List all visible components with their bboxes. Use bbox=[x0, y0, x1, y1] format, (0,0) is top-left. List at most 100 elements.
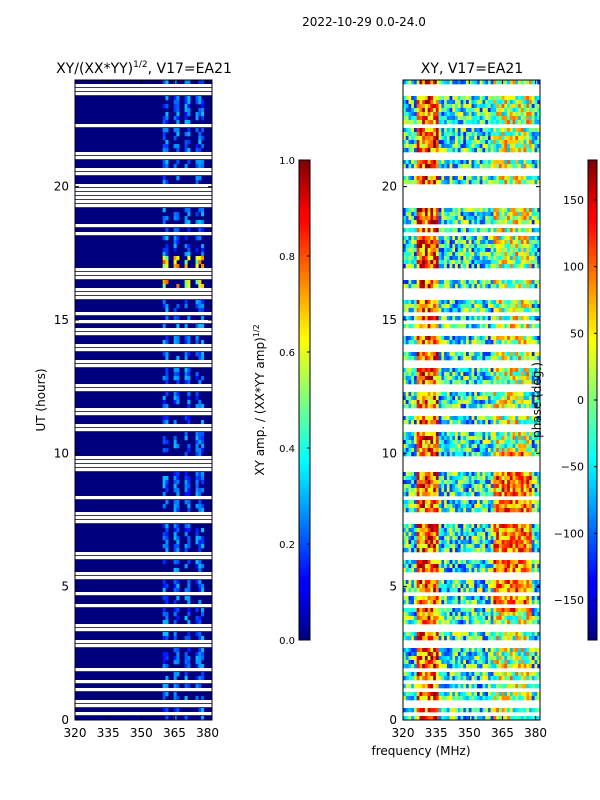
heatmap-cell bbox=[466, 508, 470, 513]
heatmap-cell bbox=[444, 432, 448, 437]
heatmap-cell bbox=[474, 436, 478, 441]
heatmap-cell bbox=[509, 568, 513, 573]
heatmap-cell bbox=[457, 568, 461, 573]
heatmap-cell bbox=[457, 484, 461, 489]
heatmap-cell bbox=[435, 96, 439, 101]
heatmap-cell bbox=[515, 220, 519, 225]
heatmap-cell bbox=[476, 376, 481, 381]
heatmap-cell bbox=[403, 260, 407, 265]
heatmap-cell bbox=[408, 244, 412, 249]
heatmap-cell bbox=[198, 176, 202, 181]
heatmap-cell bbox=[507, 544, 511, 549]
heatmap-cell bbox=[466, 300, 470, 305]
heatmap-cell bbox=[441, 480, 445, 485]
heatmap-cell bbox=[427, 144, 431, 149]
heatmap-cell bbox=[444, 440, 448, 445]
heatmap-cell bbox=[184, 380, 188, 385]
heatmap-cell bbox=[165, 128, 169, 133]
heatmap-cell bbox=[435, 432, 439, 437]
heatmap-cell bbox=[498, 112, 502, 117]
heatmap-cell bbox=[523, 540, 527, 545]
heatmap-cell bbox=[518, 256, 522, 261]
heatmap-cell bbox=[509, 208, 513, 213]
heatmap-cell bbox=[496, 324, 500, 329]
heatmap-cell bbox=[433, 216, 437, 221]
heatmap-cell bbox=[537, 532, 541, 537]
heatmap-cell bbox=[523, 488, 527, 493]
heatmap-cell bbox=[435, 104, 439, 109]
heatmap-cell bbox=[430, 264, 434, 269]
heatmap-cell bbox=[416, 620, 420, 625]
heatmap-cell bbox=[512, 588, 516, 593]
heatmap-cell bbox=[515, 472, 519, 477]
heatmap-cell bbox=[195, 148, 199, 153]
heatmap-cell bbox=[411, 596, 415, 601]
heatmap-cell bbox=[485, 240, 489, 245]
heatmap-cell bbox=[460, 416, 464, 421]
heatmap-cell bbox=[449, 404, 453, 409]
heatmap-cell bbox=[520, 248, 524, 253]
heatmap-cell bbox=[455, 380, 459, 385]
heatmap-cell bbox=[520, 616, 524, 621]
heatmap-cell bbox=[518, 420, 522, 425]
heatmap-cell bbox=[438, 336, 442, 341]
heatmap-cell bbox=[520, 236, 524, 241]
heatmap-cell bbox=[504, 400, 508, 405]
heatmap-cell bbox=[466, 480, 470, 485]
heatmap-cell bbox=[463, 580, 467, 585]
colorbar-tick-label: 0.0 bbox=[279, 636, 295, 647]
heatmap-cell bbox=[198, 236, 202, 241]
heatmap-cell bbox=[529, 120, 533, 125]
heatmap-cell bbox=[455, 244, 459, 249]
heatmap-cell bbox=[176, 160, 180, 165]
heatmap-cell bbox=[515, 216, 519, 221]
heatmap-cell bbox=[201, 528, 205, 533]
heatmap-cell bbox=[515, 300, 519, 305]
heatmap-cell bbox=[441, 504, 445, 509]
heatmap-cell bbox=[531, 544, 535, 549]
heatmap-cell bbox=[485, 536, 489, 541]
heatmap-cell bbox=[537, 256, 541, 261]
heatmap-cell bbox=[523, 160, 527, 165]
heatmap-cell bbox=[537, 216, 541, 221]
heatmap-cell bbox=[422, 132, 426, 137]
heatmap-cell bbox=[457, 444, 461, 449]
heatmap-cell bbox=[413, 108, 417, 113]
heatmap-cell bbox=[498, 176, 502, 181]
heatmap-cell bbox=[479, 580, 483, 585]
heatmap-cell bbox=[512, 612, 516, 617]
heatmap-cell bbox=[504, 524, 508, 529]
heatmap-cell bbox=[512, 132, 516, 137]
heatmap-cell bbox=[466, 236, 470, 241]
heatmap-cell bbox=[176, 472, 180, 477]
heatmap-cell bbox=[496, 448, 500, 453]
heatmap-cell bbox=[534, 480, 538, 485]
heatmap-cell bbox=[493, 492, 497, 497]
heatmap-cell bbox=[444, 316, 448, 321]
heatmap-cell bbox=[452, 368, 456, 373]
heatmap-cell bbox=[195, 260, 199, 265]
heatmap-cell bbox=[184, 436, 188, 441]
heatmap-cell bbox=[504, 176, 508, 181]
heatmap-cell bbox=[452, 144, 456, 149]
heatmap-cell bbox=[479, 396, 483, 401]
heatmap-cell bbox=[198, 540, 202, 545]
heatmap-cell bbox=[438, 420, 442, 425]
heatmap-cell bbox=[520, 148, 524, 153]
heatmap-cell bbox=[482, 548, 486, 553]
heatmap-cell bbox=[515, 588, 519, 593]
heatmap-cell bbox=[176, 568, 180, 573]
heatmap-cell bbox=[520, 544, 524, 549]
heatmap-cell bbox=[518, 448, 522, 453]
heatmap-cell bbox=[444, 236, 448, 241]
heatmap-cell bbox=[411, 452, 415, 457]
heatmap-cell bbox=[452, 236, 456, 241]
heatmap-cell bbox=[493, 316, 497, 321]
heatmap-cell bbox=[531, 116, 535, 121]
heatmap-cell bbox=[413, 568, 417, 573]
heatmap-cell bbox=[490, 244, 494, 249]
heatmap-cell bbox=[501, 120, 505, 125]
heatmap-cell bbox=[482, 116, 486, 121]
heatmap-cell bbox=[474, 212, 478, 217]
heatmap-cell bbox=[490, 500, 494, 505]
